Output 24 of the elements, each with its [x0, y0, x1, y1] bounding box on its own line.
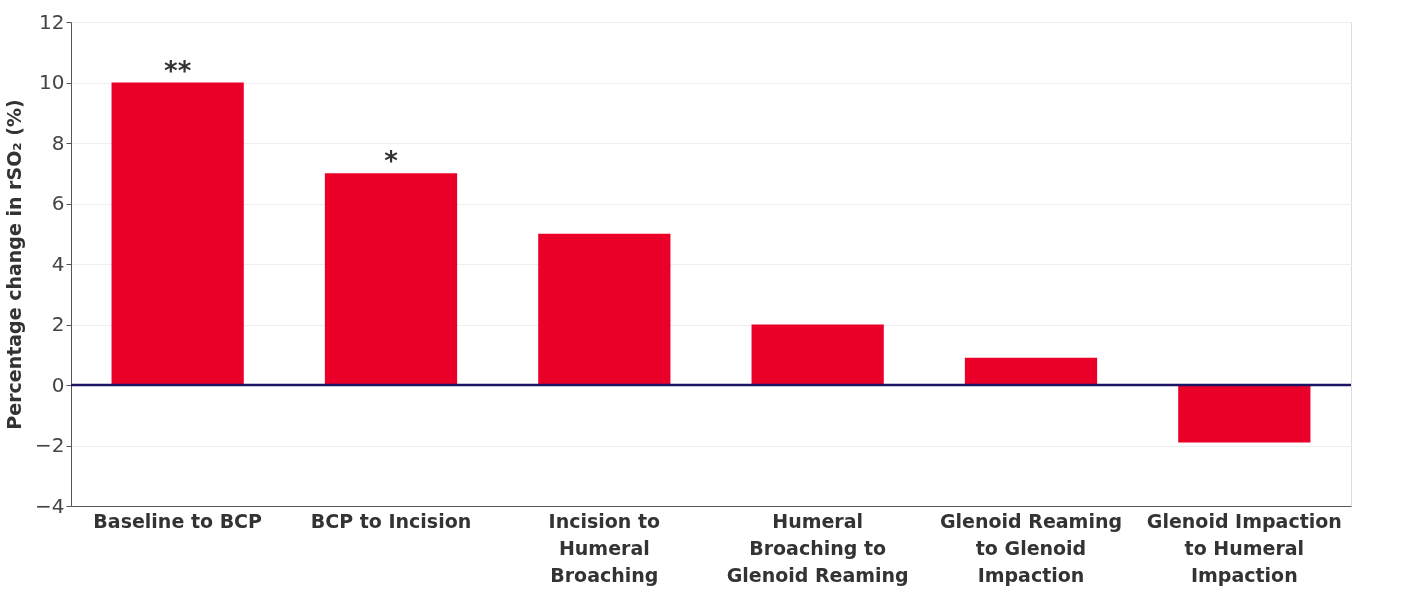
x-tick-label: Incision to Humeral Broaching: [548, 509, 661, 586]
bar: [538, 233, 671, 385]
bar: [964, 357, 1098, 385]
y-tick-label: 2: [51, 312, 65, 336]
y-tick-label: 12: [39, 9, 65, 34]
y-tick-label: −4: [35, 493, 65, 518]
y-tick-label: 6: [51, 191, 65, 215]
y-tick-label: 10: [39, 70, 65, 94]
y-axis-title: Percentage change in rSO₂ (%): [3, 99, 26, 430]
x-tick-label: BCP to Incision: [310, 509, 472, 532]
x-tick-label: Glenoid Impaction to Humeral Impaction: [1146, 509, 1342, 586]
bar: [1178, 385, 1311, 443]
annotation: **: [164, 55, 192, 86]
y-tick-label: 0: [51, 372, 65, 397]
bar: [111, 82, 244, 385]
x-tick-label: Baseline to BCP: [93, 509, 263, 532]
y-tick-label: 8: [51, 130, 65, 155]
bar: [324, 173, 458, 385]
x-tick-label: Humeral Broaching to Glenoid Reaming: [726, 509, 909, 586]
bar: [751, 324, 884, 385]
y-tick-label: 4: [51, 251, 65, 276]
y-tick-label: −2: [35, 433, 65, 457]
annotation: *: [384, 146, 399, 177]
x-tick-label: Glenoid Reaming to Glenoid Impaction: [939, 509, 1123, 586]
